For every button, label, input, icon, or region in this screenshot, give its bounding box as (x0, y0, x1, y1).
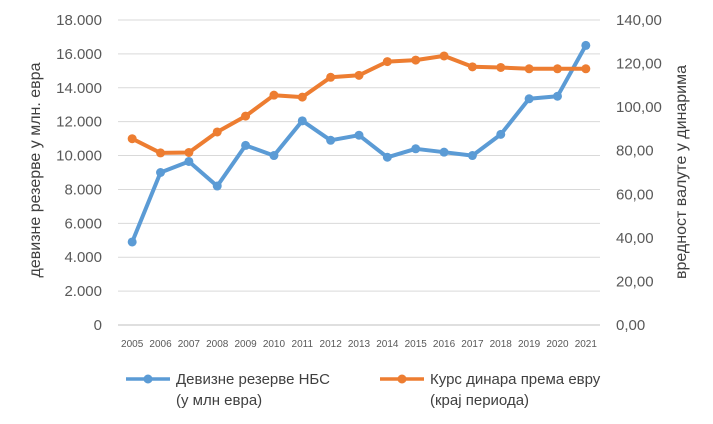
x-tick-label: 2015 (405, 339, 428, 350)
left-tick-label: 10.000 (56, 148, 102, 165)
legend-label-reserves-line1: Девизне резерве НБС (176, 371, 330, 388)
x-tick-label: 2021 (575, 339, 598, 350)
data-point[interactable] (524, 94, 534, 104)
series-layer (127, 40, 591, 247)
right-tick-label: 80,00 (616, 143, 654, 160)
data-point[interactable] (581, 64, 591, 74)
x-tick-label: 2019 (518, 339, 541, 350)
data-point[interactable] (184, 147, 194, 157)
legend-item-exchange-rate[interactable]: Курс динара према евру (крај периода) (380, 371, 601, 409)
data-point[interactable] (354, 70, 364, 80)
x-tick-label: 2016 (433, 339, 456, 350)
left-axis-title: девизне резерве у млн. евра (27, 62, 44, 277)
legend-label-exchange-line2: (крај периода) (430, 392, 529, 409)
data-point[interactable] (326, 135, 336, 145)
data-point[interactable] (411, 55, 421, 65)
x-tick-label: 2018 (490, 339, 513, 350)
x-tick-label: 2020 (546, 339, 569, 350)
x-tick-label: 2017 (461, 339, 484, 350)
data-point[interactable] (467, 62, 477, 72)
right-tick-label: 120,00 (616, 56, 662, 73)
left-tick-label: 14.000 (56, 80, 102, 97)
legend-item-reserves[interactable]: Девизне резерве НБС (у млн евра) (126, 371, 330, 409)
x-tick-label: 2010 (263, 339, 286, 350)
data-point[interactable] (297, 116, 307, 126)
legend: Девизне резерве НБС (у млн евра) Курс ди… (126, 371, 601, 409)
left-tick-label: 8.000 (64, 181, 102, 198)
data-point[interactable] (297, 92, 307, 102)
x-tick-label: 2014 (376, 339, 399, 350)
data-point[interactable] (184, 156, 194, 166)
data-point[interactable] (156, 168, 166, 177)
data-point[interactable] (467, 151, 477, 161)
data-point[interactable] (269, 151, 279, 161)
data-point[interactable] (127, 134, 137, 144)
data-point[interactable] (354, 130, 364, 140)
legend-label-reserves-line2: (у млн евра) (176, 392, 262, 409)
gridlines (118, 19, 600, 326)
data-point[interactable] (411, 144, 421, 154)
x-tick-label: 2013 (348, 339, 371, 350)
left-tick-label: 18.000 (56, 12, 102, 29)
data-point[interactable] (439, 147, 449, 157)
data-point[interactable] (212, 181, 222, 191)
left-tick-label: 4.000 (64, 249, 102, 266)
data-point[interactable] (382, 57, 392, 67)
left-tick-label: 2.000 (64, 283, 102, 300)
right-axis-title: вредност валуте у динарима (673, 65, 690, 279)
x-tick-label: 2009 (234, 339, 257, 350)
left-axis-ticks: 0 2.000 4.000 6.000 8.000 10.000 12.000 14.000 1… (56, 12, 102, 334)
right-tick-label: 100,00 (616, 99, 662, 116)
right-axis-ticks: 0,00 20,00 40,00 60,00 80,00 100,00 120,00 140,… (616, 12, 662, 334)
data-point[interactable] (496, 62, 506, 72)
data-point[interactable] (496, 129, 506, 139)
x-axis-ticks: 2005 2006 2007 2008 2009 2010 2011 2012 2013 2014… (121, 339, 597, 350)
legend-label-exchange-line1: Курс динара према евру (430, 371, 601, 388)
data-point[interactable] (241, 111, 251, 121)
x-tick-label: 2011 (292, 339, 314, 350)
left-tick-label: 0 (94, 317, 102, 334)
x-tick-label: 2005 (121, 339, 144, 350)
right-tick-label: 20,00 (616, 273, 654, 290)
right-tick-label: 60,00 (616, 186, 654, 203)
data-point[interactable] (382, 152, 392, 162)
x-tick-label: 2007 (178, 339, 201, 350)
data-point[interactable] (127, 237, 137, 247)
left-tick-label: 12.000 (56, 114, 102, 131)
data-point[interactable] (439, 51, 449, 61)
data-point[interactable] (326, 72, 336, 82)
data-point[interactable] (524, 64, 534, 74)
x-tick-label: 2006 (149, 339, 172, 350)
right-tick-label: 140,00 (616, 12, 662, 29)
data-point[interactable] (212, 127, 222, 137)
data-point[interactable] (581, 40, 591, 50)
data-point[interactable] (156, 148, 166, 158)
x-tick-label: 2012 (320, 339, 343, 350)
left-tick-label: 16.000 (56, 46, 102, 63)
data-point[interactable] (269, 90, 279, 100)
data-point[interactable] (552, 64, 562, 74)
data-point[interactable] (552, 91, 562, 101)
right-tick-label: 40,00 (616, 230, 654, 247)
x-tick-label: 2008 (206, 339, 229, 350)
data-point[interactable] (241, 140, 251, 150)
left-tick-label: 6.000 (64, 215, 102, 232)
right-tick-label: 0,00 (616, 317, 645, 334)
